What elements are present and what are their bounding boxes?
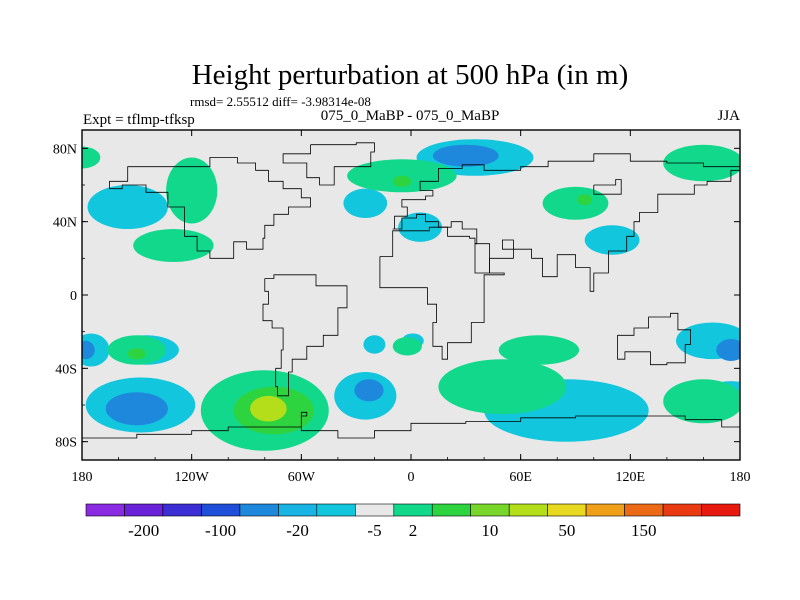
- colorbar-swatch: [278, 503, 318, 517]
- colorbar-swatch: [201, 503, 241, 517]
- contour-green-region: [438, 359, 567, 415]
- colorbar-swatch: [85, 503, 125, 517]
- x-tick-label: 60E: [509, 470, 532, 485]
- coastline-south-america: [262, 274, 348, 397]
- colorbar-swatch: [470, 503, 510, 517]
- x-tick-label: 180: [730, 470, 751, 485]
- y-tick-label: 80N: [53, 142, 77, 157]
- contour-green-region: [133, 229, 214, 262]
- stats-label: rmsd= 2.55512 diff= -3.98314e-08: [190, 94, 371, 109]
- colorbar-label: -20: [286, 521, 309, 540]
- colorbar-swatch: [508, 503, 549, 517]
- coastline-antarctica: [82, 411, 740, 439]
- coastlines: [82, 142, 740, 439]
- contour-green-region: [498, 335, 580, 365]
- x-tick-label: 180: [72, 470, 93, 485]
- x-tick-label: 60W: [288, 470, 316, 485]
- contour-cyan-region: [343, 188, 388, 218]
- colorbar-swatch: [162, 503, 202, 517]
- colorbar-swatch: [701, 503, 741, 517]
- contour-darkgreen-region: [127, 348, 146, 360]
- contour-cyan-region: [584, 225, 640, 255]
- colorbar-swatch: [431, 503, 472, 517]
- colorbar-label: -100: [205, 521, 236, 540]
- contour-blue-region: [716, 339, 740, 361]
- contour-green-region: [347, 159, 457, 193]
- contour-blue-region: [432, 144, 499, 167]
- colorbar-swatch: [316, 503, 356, 517]
- contour-green-region: [542, 186, 609, 220]
- contour-blue-region: [105, 392, 168, 426]
- season-label: JJA: [717, 108, 740, 124]
- contour-green-region: [82, 146, 101, 169]
- coastline-africa: [379, 226, 505, 360]
- chart-title: Height perturbation at 500 hPa (in m): [192, 59, 629, 91]
- x-tick-label: 120E: [616, 470, 646, 485]
- contour-cyan-region: [398, 212, 442, 242]
- contour-green-region: [166, 157, 218, 224]
- coastline-australia: [617, 312, 691, 366]
- coastline-greenland: [282, 142, 375, 186]
- colorbar-swatch: [239, 503, 279, 517]
- experiment-label: Expt = tflmp-tfksp: [83, 112, 195, 128]
- contour-darkgreen-region: [392, 175, 411, 187]
- contour-fields: [82, 139, 740, 451]
- colorbar-label: -5: [367, 521, 381, 540]
- contour-cyan-region: [87, 185, 168, 229]
- x-tick-label: 0: [408, 470, 415, 485]
- coastline-siberian-plateau: [593, 179, 622, 195]
- colorbar-swatch: [585, 503, 625, 517]
- x-tick-label: 120W: [175, 470, 210, 485]
- contour-green-region: [663, 379, 740, 424]
- map-panel: [81, 129, 741, 461]
- coastline-north-america: [109, 157, 311, 259]
- colorbar-swatch: [547, 503, 587, 517]
- y-tick-label: 40N: [53, 216, 77, 231]
- colorbar-label: 2: [409, 521, 418, 540]
- contour-yellowgreen-region: [250, 395, 287, 422]
- colorbar-swatch: [624, 503, 664, 517]
- contour-darkgreen-region: [577, 194, 592, 206]
- y-tick-label: 80S: [55, 436, 77, 451]
- contour-blue-region: [354, 379, 384, 402]
- y-tick-label: 0: [70, 289, 77, 304]
- colorbar-swatch: [354, 503, 395, 517]
- colorbar-label: 10: [481, 521, 498, 540]
- map-axes: 180 120W 60W 0 60E 120E 180 80N 40N 0 40S 80S: [53, 130, 751, 485]
- colorbar-label: 50: [558, 521, 575, 540]
- colorbar-swatch: [393, 503, 433, 517]
- colorbar-label: -200: [128, 521, 159, 540]
- colorbar-label: 150: [631, 521, 657, 540]
- case-label: 075_0_MaBP - 075_0_MaBP: [321, 108, 500, 124]
- contour-green-region: [392, 337, 422, 356]
- contour-blue-region: [82, 340, 95, 360]
- y-tick-label: 40S: [55, 362, 77, 377]
- contour-cyan-region: [363, 335, 386, 354]
- colorbar: -200 -100 -20 -5 2 10 50 150: [85, 503, 741, 540]
- colorbar-swatch: [124, 503, 164, 517]
- colorbar-swatch: [662, 503, 702, 517]
